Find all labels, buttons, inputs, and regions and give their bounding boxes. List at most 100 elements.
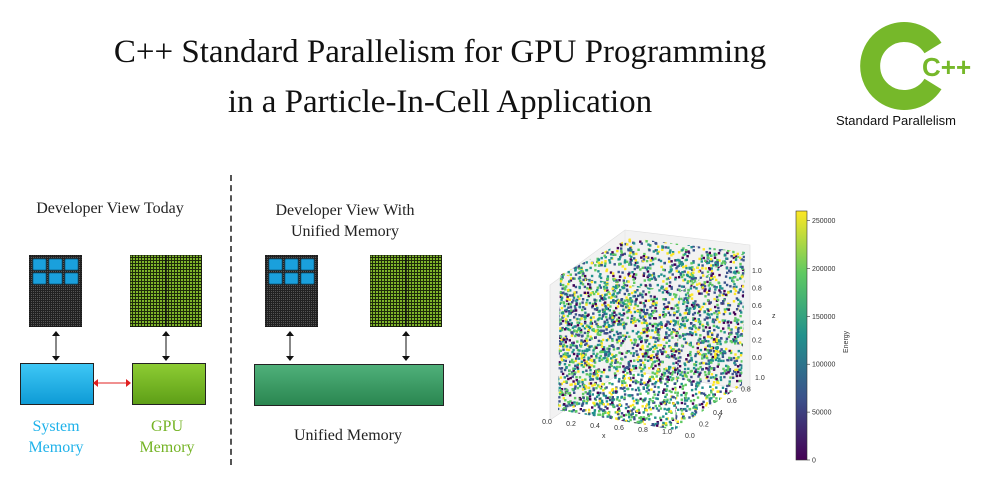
particle-point xyxy=(694,411,698,414)
particle-point xyxy=(561,276,564,279)
particle-point xyxy=(729,357,733,360)
particle-point xyxy=(729,270,732,274)
particle-point xyxy=(566,352,569,355)
particle-point xyxy=(567,270,570,274)
particle-point xyxy=(701,386,704,389)
particle-point xyxy=(729,351,733,355)
system-memory-block xyxy=(20,363,94,405)
particle-point xyxy=(645,408,648,412)
particle-point xyxy=(590,337,593,340)
particle-point xyxy=(576,386,580,390)
particle-point xyxy=(674,343,677,346)
particle-point xyxy=(623,389,626,393)
particle-point xyxy=(627,362,630,365)
particle-point xyxy=(641,420,644,423)
particle-point xyxy=(737,238,740,241)
particle-point xyxy=(685,296,688,300)
particle-point xyxy=(735,374,739,378)
particle-point xyxy=(700,260,703,263)
particle-point xyxy=(711,424,715,427)
particle-point xyxy=(599,350,602,354)
tick-label: 0.2 xyxy=(566,421,576,428)
particle-point xyxy=(585,261,588,264)
particle-point xyxy=(650,256,654,260)
particle-point xyxy=(578,238,581,239)
particle-point xyxy=(665,367,668,370)
particle-point xyxy=(639,292,642,295)
particle-point xyxy=(591,302,595,306)
particle-point xyxy=(631,388,634,391)
particle-point xyxy=(607,422,610,426)
particle-point xyxy=(595,304,598,307)
particle-point xyxy=(563,416,567,419)
particle-point xyxy=(612,391,615,394)
particle-point xyxy=(727,422,731,426)
particle-point xyxy=(597,329,601,333)
particle-point xyxy=(650,375,654,378)
particle-point xyxy=(675,267,678,270)
particle-point xyxy=(640,309,643,312)
particle-point xyxy=(560,328,564,332)
particle-point xyxy=(597,413,600,416)
particle-point xyxy=(581,424,585,428)
particle-point xyxy=(706,335,710,338)
particle-point xyxy=(651,329,654,332)
particle-point xyxy=(563,304,566,308)
particle-point xyxy=(646,351,649,354)
particle-point xyxy=(649,354,653,358)
particle-point xyxy=(734,272,737,275)
particle-point xyxy=(597,261,600,265)
particle-point xyxy=(573,294,576,297)
particle-point xyxy=(715,386,718,389)
particle-point xyxy=(581,415,584,418)
particle-point xyxy=(612,301,616,304)
particle-point xyxy=(680,344,684,347)
particle-point xyxy=(723,375,726,379)
particle-point xyxy=(658,328,661,331)
particle-point xyxy=(745,406,747,408)
particle-point xyxy=(611,359,614,362)
particle-point xyxy=(744,395,745,398)
particle-point xyxy=(656,350,660,353)
particle-point xyxy=(734,370,737,374)
particle-point xyxy=(657,258,661,262)
particle-point xyxy=(639,283,643,287)
particle-point xyxy=(585,348,589,351)
particle-point xyxy=(626,280,629,283)
particle-point xyxy=(567,402,571,405)
particle-point xyxy=(652,311,655,314)
particle-point xyxy=(637,373,640,376)
particle-point xyxy=(735,337,738,340)
particle-point xyxy=(716,263,719,267)
particle-point xyxy=(656,328,659,331)
particle-point xyxy=(574,252,577,255)
particle-point xyxy=(619,288,622,292)
particle-point xyxy=(647,388,651,392)
particle-point xyxy=(589,286,592,289)
particle-point xyxy=(678,297,680,301)
particle-point xyxy=(599,379,602,382)
particle-point xyxy=(690,284,693,287)
particle-point xyxy=(736,365,740,368)
particle-point xyxy=(733,253,736,257)
particle-point xyxy=(675,417,678,420)
particle-point xyxy=(717,306,720,310)
particle-point xyxy=(672,402,675,405)
particle-point xyxy=(727,304,730,307)
particle-point xyxy=(729,266,732,270)
tick-label: 0.6 xyxy=(752,303,762,310)
particle-point xyxy=(600,297,603,300)
particle-point xyxy=(668,251,672,254)
particle-point xyxy=(708,428,712,430)
particle-point xyxy=(609,429,612,430)
particle-point xyxy=(627,423,630,427)
particle-point xyxy=(642,255,646,258)
particle-point xyxy=(677,327,681,331)
particle-point xyxy=(656,372,659,375)
particle-point xyxy=(631,275,635,278)
particle-point xyxy=(575,299,578,302)
particle-point xyxy=(591,304,594,307)
particle-point xyxy=(723,289,726,293)
particle-point xyxy=(628,416,631,419)
particle-point xyxy=(712,431,714,433)
